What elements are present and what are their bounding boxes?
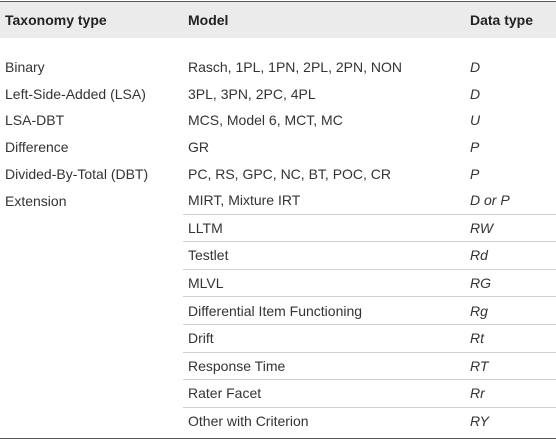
- data-type-cell: RG: [465, 268, 556, 297]
- table-row: Left-Side-Added (LSA) 3PL, 3PN, 2PC, 4PL D: [0, 81, 556, 108]
- table-row: MLVL RG: [0, 268, 556, 297]
- empty-cell: [0, 214, 183, 242]
- empty-cell: [0, 407, 183, 439]
- empty-cell: [0, 352, 183, 380]
- taxonomy-cell: Divided-By-Total (DBT): [5, 165, 149, 182]
- table-header: Taxonomy type Model Data type: [0, 1, 556, 38]
- empty-cell: [0, 269, 183, 297]
- data-type-cell: Rr: [465, 379, 556, 408]
- model-cell: Testlet: [183, 241, 465, 270]
- table-row: Testlet Rd: [0, 241, 556, 270]
- table-row: Binary Rasch, 1PL, 1PN, 2PL, 2PN, NON D: [0, 38, 556, 81]
- model-cell: MCS, Model 6, MCT, MC: [188, 112, 343, 129]
- model-cell: Other with Criterion: [183, 406, 465, 439]
- data-type-cell: RT: [465, 351, 556, 380]
- empty-cell: [0, 324, 183, 352]
- model-cell: GR: [188, 139, 209, 156]
- taxonomy-cell: Binary: [5, 59, 45, 76]
- empty-cell: [0, 380, 183, 408]
- data-type-cell: Rt: [465, 323, 556, 353]
- model-cell: Rasch, 1PL, 1PN, 2PL, 2PN, NON: [188, 59, 402, 76]
- data-type-cell: D: [470, 85, 481, 102]
- header-cell: Model: [183, 1, 465, 38]
- model-cell: Differential Item Functioning: [183, 296, 465, 325]
- data-type-cell: D or P: [470, 192, 510, 209]
- empty-cell: [0, 297, 183, 325]
- data-type-cell: RY: [465, 406, 556, 439]
- model-cell: Rater Facet: [183, 379, 465, 408]
- taxonomy-cell: Left-Side-Added (LSA): [5, 85, 146, 102]
- table-row: Drift Rt: [0, 323, 556, 353]
- header-cell: Data type: [465, 1, 556, 38]
- table-row: Differential Item Functioning Rg: [0, 296, 556, 325]
- header-row: Taxonomy type Model Data type: [0, 1, 556, 38]
- table-row: Divided-By-Total (DBT) PC, RS, GPC, NC, B…: [0, 160, 556, 187]
- taxonomy-cell: Difference: [5, 139, 69, 156]
- model-cell: MIRT, Mixture IRT: [188, 192, 301, 209]
- header-cell: Taxonomy type: [0, 1, 183, 38]
- table-body: Binary Rasch, 1PL, 1PN, 2PL, 2PN, NON D Lef…: [0, 38, 556, 439]
- data-type-cell: U: [470, 112, 481, 129]
- table-row: Difference GR P: [0, 134, 556, 161]
- model-cell: MLVL: [183, 268, 465, 297]
- data-type-cell: P: [470, 139, 480, 156]
- model-cell: 3PL, 3PN, 2PC, 4PL: [188, 85, 316, 102]
- model-cell: Response Time: [183, 351, 465, 380]
- table-row: LSA-DBT MCS, Model 6, MCT, MC U: [0, 107, 556, 134]
- model-cell: LLTM: [183, 213, 465, 242]
- taxonomy-cell: Extension: [5, 192, 67, 209]
- model-cell: Drift: [183, 323, 465, 353]
- table-row: LLTM RW: [0, 213, 556, 242]
- table-row: Response Time RT: [0, 351, 556, 380]
- table-row: Extension MIRT, Mixture IRT D or P: [0, 187, 556, 214]
- table-row: Other with Criterion RY: [0, 406, 556, 439]
- data-type-cell: D: [470, 59, 481, 76]
- table-row: Rater Facet Rr: [0, 379, 556, 408]
- taxonomy-cell: LSA-DBT: [5, 112, 65, 129]
- model-cell: PC, RS, GPC, NC, BT, POC, CR: [188, 165, 392, 182]
- data-type-cell: P: [470, 165, 480, 182]
- data-type-cell: RW: [465, 213, 556, 242]
- empty-cell: [0, 242, 183, 270]
- data-type-cell: Rd: [465, 241, 556, 270]
- data-type-cell: Rg: [465, 296, 556, 325]
